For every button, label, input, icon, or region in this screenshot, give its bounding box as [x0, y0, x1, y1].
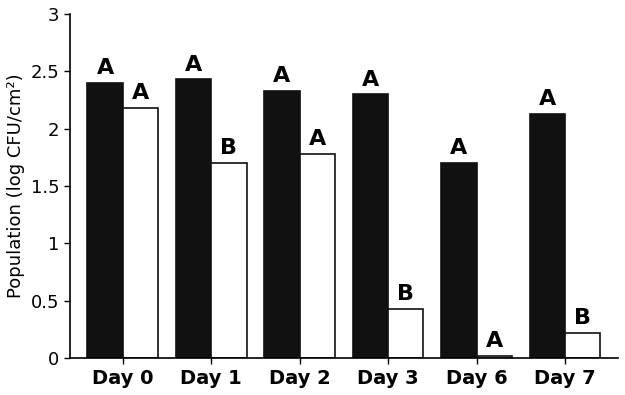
Text: A: A	[309, 129, 326, 149]
Bar	[264, 91, 299, 358]
Bar	[476, 356, 512, 358]
Bar	[388, 308, 424, 358]
Text: A: A	[486, 331, 503, 351]
Bar	[565, 333, 601, 358]
Text: B: B	[574, 308, 591, 328]
Bar	[352, 94, 388, 358]
Bar	[441, 163, 476, 358]
Text: A: A	[539, 89, 556, 109]
Text: A: A	[132, 83, 149, 103]
Bar	[211, 163, 247, 358]
Text: A: A	[362, 70, 379, 90]
Text: A: A	[96, 58, 114, 78]
Bar	[122, 108, 158, 358]
Bar	[88, 83, 122, 358]
Text: A: A	[450, 138, 468, 158]
Text: A: A	[185, 55, 202, 75]
Y-axis label: Population (log CFU/cm²): Population (log CFU/cm²)	[7, 73, 25, 298]
Text: A: A	[273, 66, 291, 86]
Bar	[176, 79, 211, 358]
Text: B: B	[221, 138, 238, 158]
Bar	[529, 114, 565, 358]
Bar	[299, 154, 335, 358]
Text: B: B	[398, 284, 414, 304]
